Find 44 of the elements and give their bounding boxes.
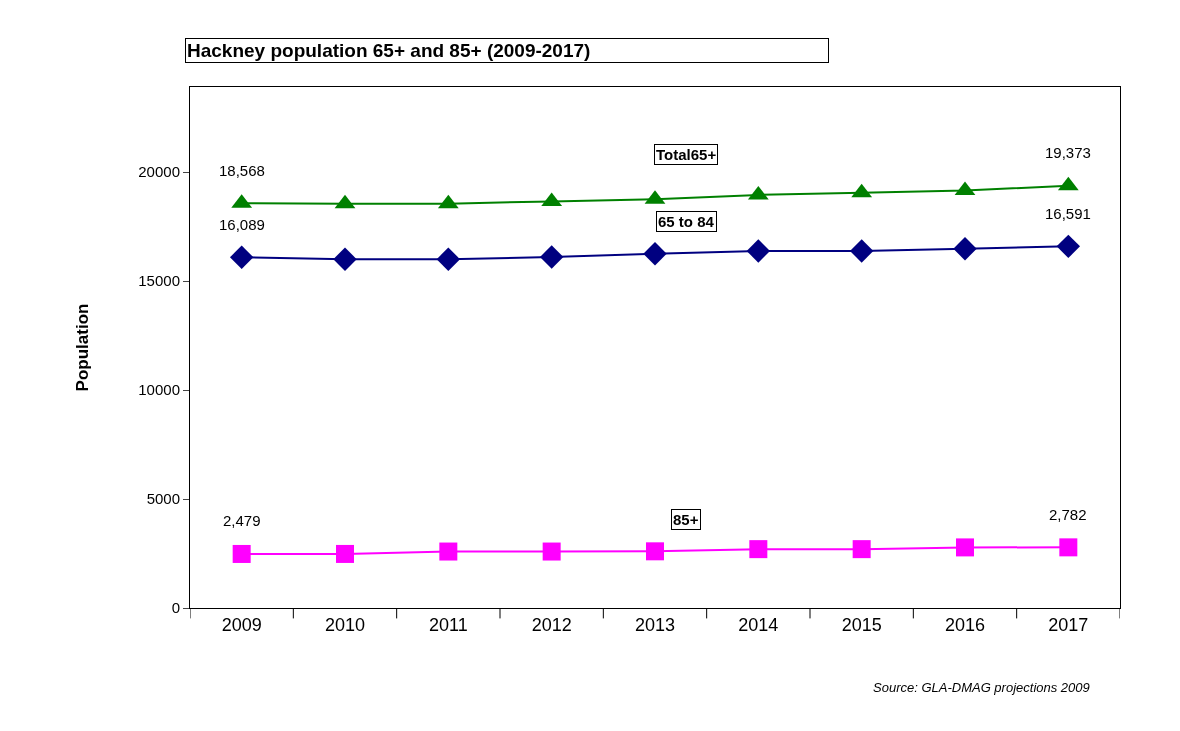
- point: [229, 245, 254, 269]
- y-tick-label: 0: [171, 599, 180, 617]
- series-label: 65 to 84: [658, 213, 715, 230]
- chart-title: Hackney population 65+ and 85+ (2009-2017): [187, 40, 591, 61]
- series-label: Total65+: [656, 146, 717, 163]
- point: [746, 239, 771, 263]
- y-axis-title: Population: [72, 303, 92, 392]
- data-label: 2,782: [1049, 506, 1087, 523]
- point: [953, 237, 977, 261]
- data-label: 2,479: [223, 512, 261, 529]
- source-note: Source: GLA-DMAG projections 2009: [873, 680, 1090, 695]
- point: [439, 542, 458, 561]
- x-tick-label: 2015: [841, 614, 882, 635]
- x-tick-label: 2012: [531, 614, 572, 635]
- y-tick-label: 10000: [138, 381, 180, 399]
- series-label: 85+: [673, 511, 699, 528]
- point: [1059, 538, 1078, 557]
- point: [749, 540, 768, 559]
- point: [956, 538, 974, 557]
- y-tick-label: 5000: [146, 490, 180, 508]
- data-label: 19,373: [1045, 144, 1091, 161]
- y-tick-label: 15000: [138, 272, 180, 290]
- point: [852, 540, 871, 559]
- y-tick-label: 20000: [138, 163, 180, 181]
- point: [542, 542, 561, 561]
- point: [232, 544, 251, 563]
- point: [646, 542, 664, 561]
- x-tick-label: 2009: [221, 614, 262, 635]
- point: [333, 247, 357, 271]
- point: [539, 245, 564, 269]
- x-tick-label: 2013: [634, 614, 676, 635]
- data-label: 16,591: [1045, 205, 1091, 222]
- x-tick-label: 2011: [428, 614, 468, 635]
- point: [849, 239, 874, 263]
- x-tick-label: 2014: [738, 614, 779, 635]
- data-label: 16,089: [219, 216, 265, 233]
- x-tick-label: 2016: [944, 614, 986, 635]
- point: [643, 242, 667, 266]
- x-tick-label: 2017: [1048, 614, 1089, 635]
- x-tick-label: 2010: [324, 614, 366, 635]
- point: [336, 544, 354, 563]
- data-label: 18,568: [219, 162, 265, 179]
- point: [436, 247, 461, 271]
- point: [1056, 234, 1081, 259]
